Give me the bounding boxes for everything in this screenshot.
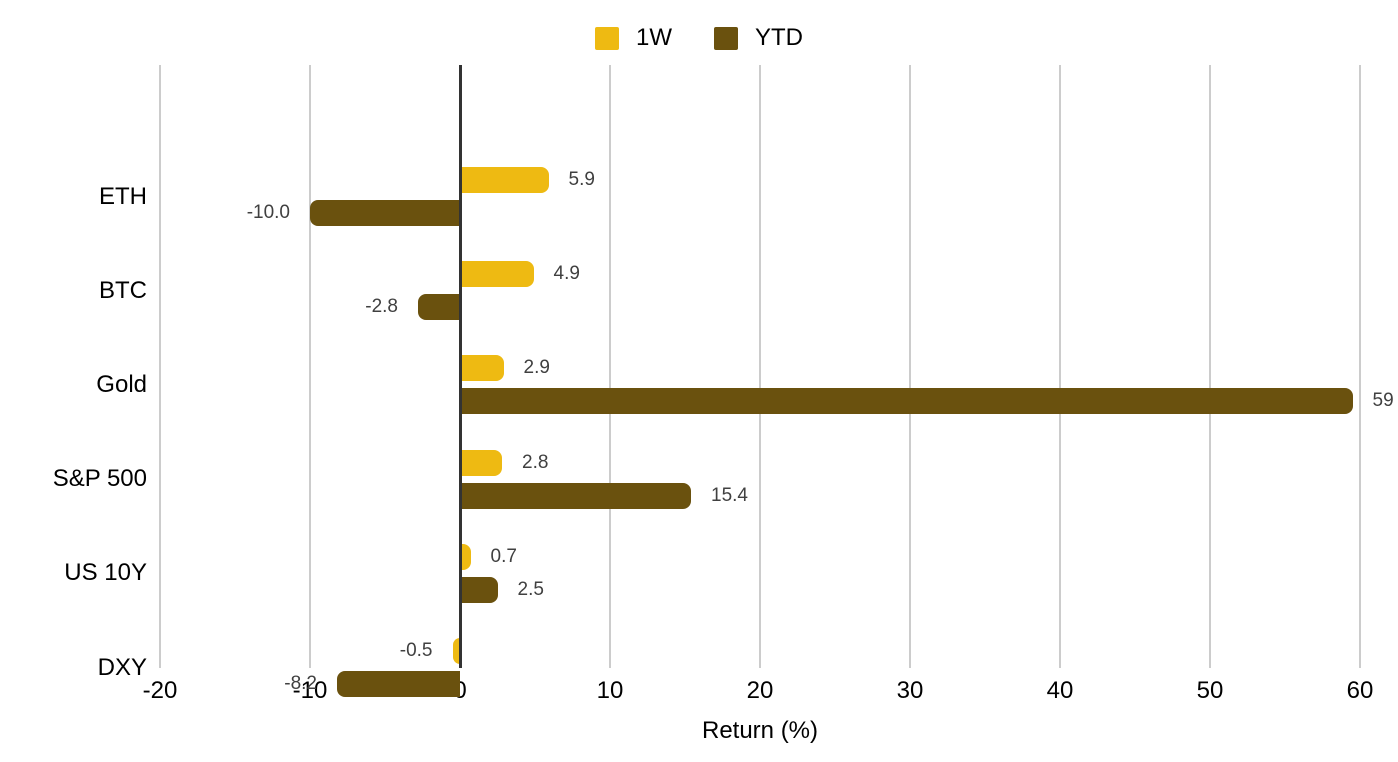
x-axis-title: Return (%) — [701, 717, 819, 744]
zero-axis-line — [459, 65, 462, 668]
bar-1w-gold — [460, 355, 504, 382]
category-label-s-p-500: S&P 500 — [52, 465, 147, 493]
bar-1w-btc — [460, 261, 534, 288]
legend-label-1w: 1W — [636, 24, 672, 51]
legend-item-1w: 1W — [595, 26, 672, 50]
x-tick-label-10: 10 — [596, 677, 624, 704]
x-tick-label-20: 20 — [746, 677, 774, 704]
gridline-30 — [909, 65, 911, 668]
x-tick-label-30: 30 — [896, 677, 924, 704]
value-label-ytd-us-10y: 2.5 — [517, 578, 544, 600]
bar-ytd-us-10y — [460, 576, 498, 603]
x-tick-label--20: -20 — [142, 677, 178, 704]
legend-item-ytd: YTD — [714, 26, 803, 50]
x-tick-label-60: 60 — [1346, 677, 1374, 704]
x-tick-label-40: 40 — [1046, 677, 1074, 704]
category-label-eth: ETH — [99, 182, 147, 210]
x-tick-label--10: -10 — [292, 677, 328, 704]
value-label-1w-us-10y: 0.7 — [490, 545, 517, 567]
value-label-ytd-eth: -10.0 — [246, 202, 290, 223]
bar-ytd-dxy — [337, 671, 460, 697]
value-label-ytd-s-p-500: 15.4 — [711, 484, 748, 506]
bar-1w-dxy — [452, 638, 460, 664]
value-label-ytd-gold: 59 — [1372, 390, 1394, 412]
gridline--20 — [159, 65, 161, 668]
value-label-1w-s-p-500: 2.8 — [522, 451, 549, 473]
bar-ytd-btc — [418, 294, 460, 321]
value-label-1w-dxy: -0.5 — [399, 640, 433, 661]
category-label-dxy: DXY — [97, 653, 147, 681]
gridline-20 — [759, 65, 761, 668]
plot-area: 5.9 4.9 2.9 2.8 0.7 -0.5 -10.0 -2.8 59 15.4 2.5 -8.… — [159, 65, 1394, 697]
chart-legend: 1W YTD — [0, 26, 1398, 50]
bar-ytd-eth — [310, 200, 460, 226]
legend-label-ytd: YTD — [755, 24, 803, 51]
value-label-1w-gold: 2.9 — [523, 357, 550, 379]
category-label-btc: BTC — [99, 276, 147, 304]
gridline-60 — [1359, 65, 1361, 668]
gridline-50 — [1209, 65, 1211, 668]
value-label-1w-btc: 4.9 — [553, 263, 580, 285]
category-label-us-10y: US 10Y — [64, 559, 147, 587]
bar-1w-us-10y — [460, 543, 471, 570]
category-label-gold: Gold — [96, 370, 147, 398]
legend-swatch-1w-icon — [595, 26, 619, 50]
bar-ytd-s-p-500 — [460, 482, 691, 509]
bar-1w-s-p-500 — [460, 449, 502, 476]
bar-ytd-gold — [460, 388, 1353, 415]
gridline--10 — [309, 65, 311, 668]
gridline-40 — [1059, 65, 1061, 668]
value-label-ytd-dxy: -8.2 — [284, 673, 317, 694]
value-label-ytd-btc: -2.8 — [365, 296, 398, 318]
value-label-1w-eth: 5.9 — [568, 169, 595, 190]
x-tick-label-50: 50 — [1196, 677, 1224, 704]
legend-swatch-ytd-icon — [714, 26, 738, 50]
gridline-10 — [609, 65, 611, 668]
bar-1w-eth — [460, 167, 549, 193]
